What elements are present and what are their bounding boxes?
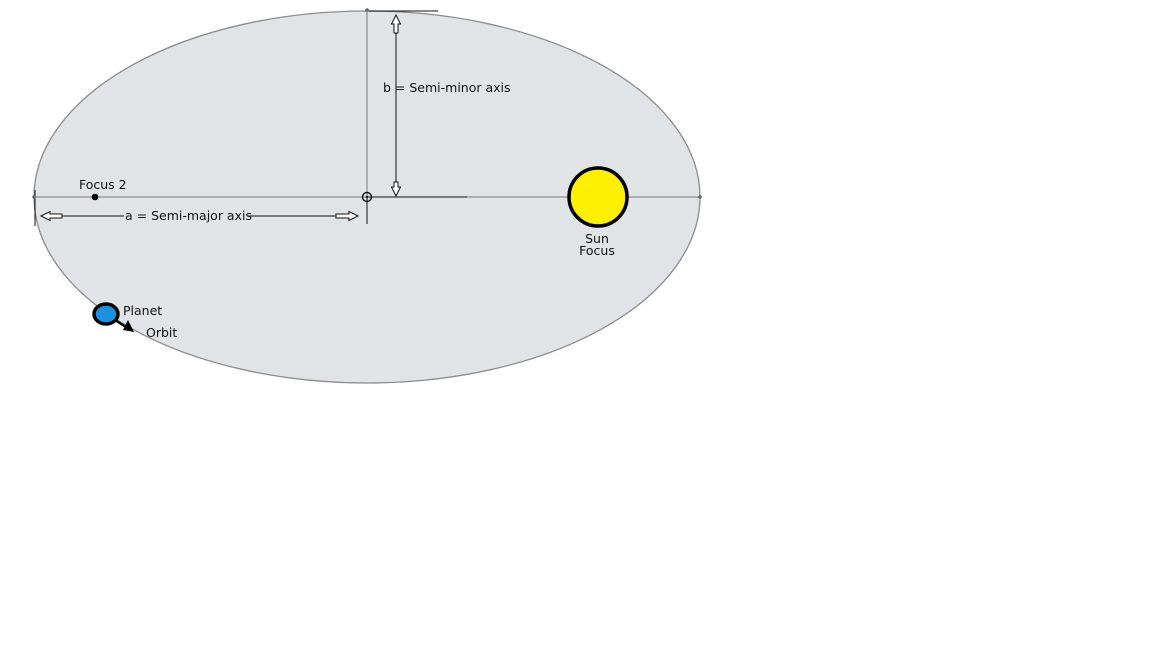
sun-label: Sun (585, 231, 609, 246)
orbit-label: Orbit (146, 325, 177, 340)
semi-major-label: a = Semi-major axis (125, 208, 252, 223)
orbit-direction-arrow-icon (114, 318, 134, 332)
planet-label: Planet (123, 303, 162, 318)
focus2-label: Focus 2 (79, 177, 127, 192)
planet-icon (92, 302, 120, 326)
sun-focus-label: Focus (579, 243, 615, 258)
center-marker-dot (365, 195, 369, 199)
focus2-dot (91, 193, 99, 201)
center-marker (361, 191, 373, 203)
sun-icon (567, 166, 629, 228)
left-vertex-dot (32, 195, 36, 199)
top-vertex-dot (365, 8, 369, 12)
semi-minor-label: b = Semi-minor axis (383, 80, 511, 95)
semi-minor-arrow (390, 13, 402, 198)
right-vertex-dot (698, 195, 702, 199)
semi-major-arrow (39, 210, 360, 222)
